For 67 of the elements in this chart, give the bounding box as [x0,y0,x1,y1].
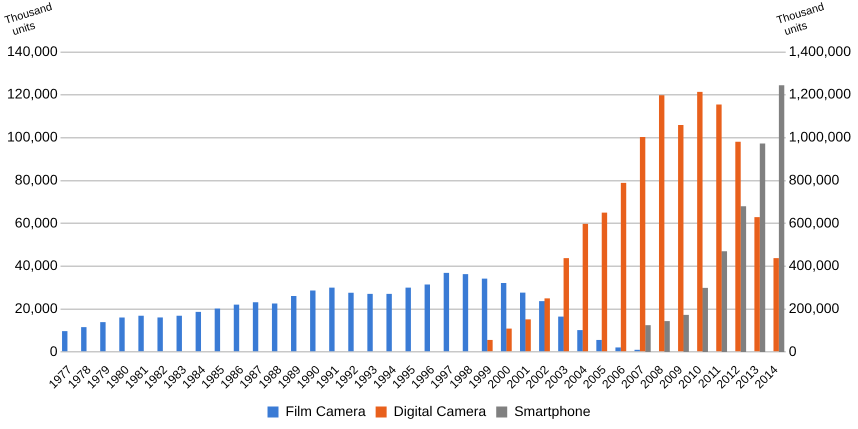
bar [664,321,670,352]
bar [702,288,708,352]
bar [615,347,621,352]
bar [406,288,411,352]
bar [716,104,722,352]
bar [157,317,163,352]
bar [683,314,689,352]
bar [520,292,526,352]
bar [506,328,512,352]
y-tick-label: 120,000 [6,86,58,102]
bar [582,224,588,352]
legend-label: Digital Camera [394,402,486,419]
bar [100,322,106,352]
bar [544,298,550,352]
bar [272,304,278,352]
y2-tick-label: 200,000 [788,300,840,316]
bar [176,316,182,352]
bar [214,308,220,352]
y2-tick-label: 1,000,000 [788,128,852,145]
bar [62,331,68,352]
bar [310,290,316,352]
bar [678,125,684,352]
bar [620,182,626,352]
y2-tick-label: 600,000 [788,214,840,230]
legend-label: Film Camera [286,402,366,419]
bar [386,294,392,352]
bar [602,212,608,352]
bar [291,296,296,352]
bar [234,304,240,352]
y-tick-label: 20,000 [14,300,58,316]
bar [329,288,335,352]
y-tick-label: 40,000 [14,257,58,274]
bar [564,258,569,352]
y-tick-label: 100,000 [6,128,58,145]
bar [539,301,544,352]
bar [778,85,784,352]
bar [558,316,564,352]
bar [81,327,87,352]
legend-label: Smartphone [514,402,591,419]
bar [348,292,354,352]
y-tick-label: 0 [50,342,58,359]
y2-tick-label: 1,200,000 [788,86,852,102]
bar [658,95,664,352]
y2-tick-label: 800,000 [788,171,840,188]
bar [596,340,602,352]
bar [500,282,506,352]
y-tick-label: 140,000 [6,42,58,59]
bar [119,317,125,352]
y2-tick-label: 1,400,000 [788,42,852,59]
bar [487,340,493,352]
y2-tick-label: 0 [788,342,797,359]
bar [424,284,430,352]
bar [367,294,373,352]
bar [252,302,258,352]
y-tick-label: 80,000 [14,171,58,188]
y2-tick-label: 400,000 [788,257,840,274]
y-tick-label: 60,000 [14,214,58,230]
bar [697,92,703,352]
bar [196,312,202,352]
bar [640,137,646,352]
bar [577,330,583,352]
bar [525,319,531,352]
bar [645,325,651,352]
bar [444,272,450,352]
bar [482,278,488,352]
bar [462,274,468,352]
bar [138,316,144,352]
